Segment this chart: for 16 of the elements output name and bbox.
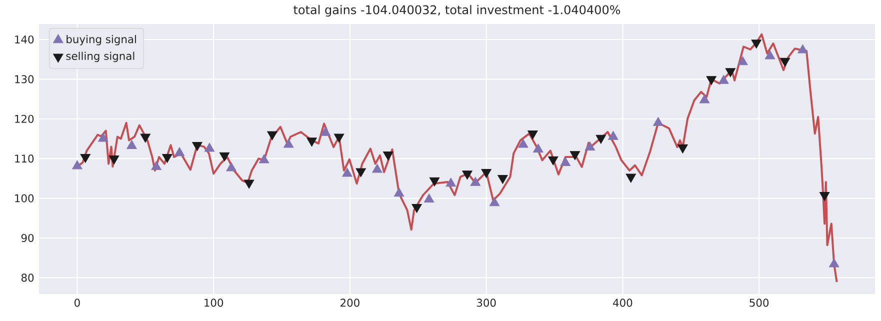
x-tick-label: 500 [750, 298, 769, 307]
x-tick-label: 300 [476, 298, 496, 307]
x-tick-label: 100 [204, 298, 224, 307]
y-tick-label: 100 [15, 194, 34, 202]
y-tick-label: 90 [21, 234, 34, 242]
y-tick-label: 110 [15, 154, 34, 163]
y-tick-label: 130 [15, 75, 34, 84]
y-tick-label: 140 [15, 35, 34, 44]
x-tick-label: 0 [74, 298, 80, 307]
x-tick-label: 200 [340, 298, 360, 307]
y-tick-label: 120 [15, 114, 34, 123]
legend-label: selling signal [66, 52, 134, 62]
y-tick-label: 80 [21, 274, 34, 282]
x-tick-label: 400 [613, 298, 632, 307]
legend-label: buying signal [66, 34, 136, 46]
chart-title: total gains -104.040032, total investment -1.040400% [294, 5, 620, 17]
